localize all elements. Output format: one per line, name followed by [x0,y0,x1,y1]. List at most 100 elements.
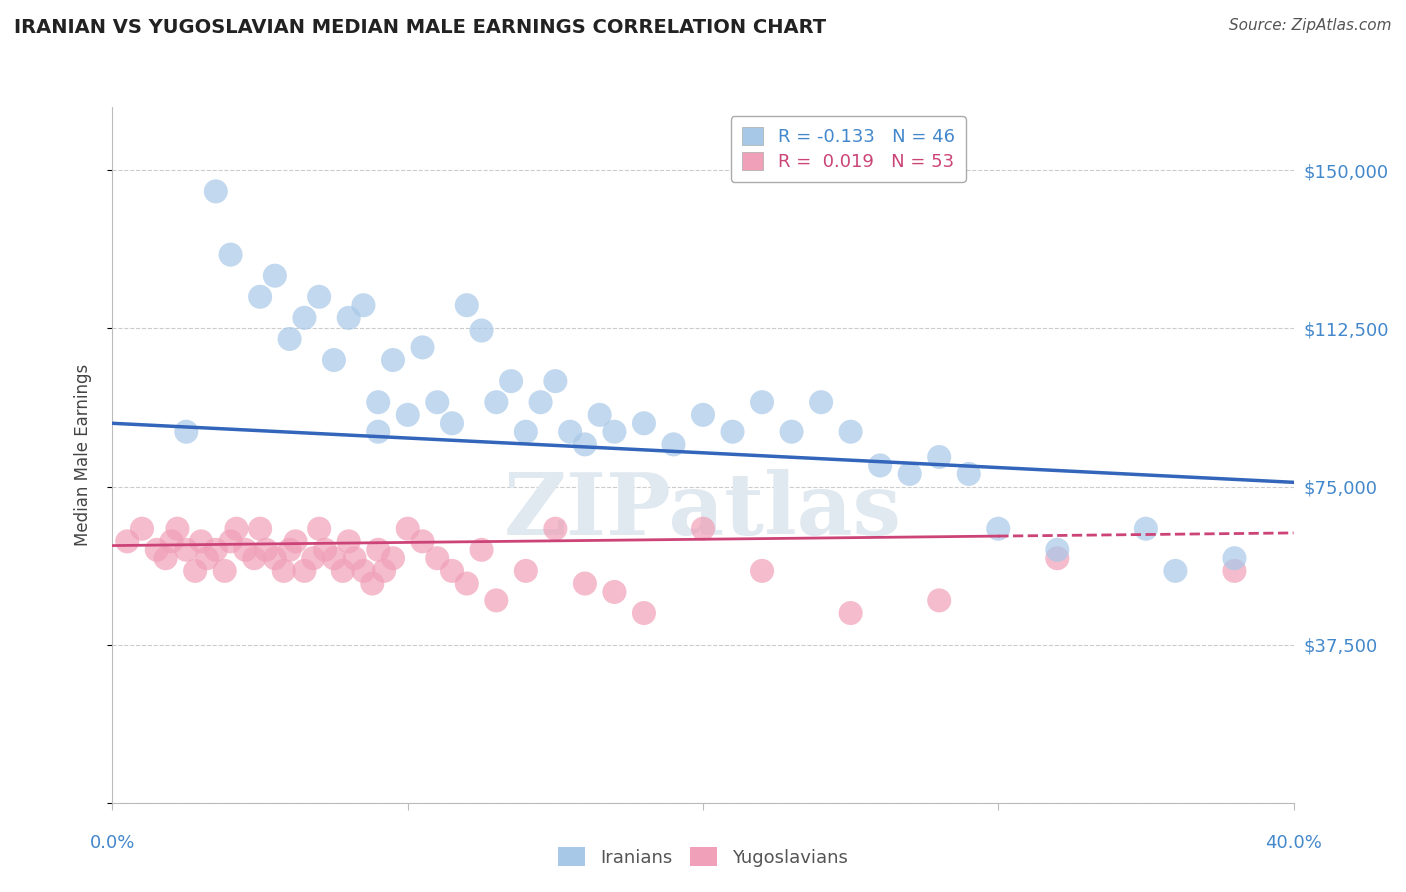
Point [603,585,626,599]
Point [314,542,336,557]
Point [1135,522,1157,536]
Text: Source: ZipAtlas.com: Source: ZipAtlas.com [1229,18,1392,33]
Point [233,542,256,557]
Point [810,395,832,409]
Legend: Iranians, Yugoslavians: Iranians, Yugoslavians [551,840,855,874]
Point [633,606,655,620]
Point [308,522,330,536]
Point [692,408,714,422]
Point [1223,564,1246,578]
Point [264,551,287,566]
Point [367,542,389,557]
Point [382,353,405,368]
Point [396,408,419,422]
Legend: R = -0.133   N = 46, R =  0.019   N = 53: R = -0.133 N = 46, R = 0.019 N = 53 [731,116,966,182]
Point [987,522,1010,536]
Point [839,606,862,620]
Text: ZIPatlas: ZIPatlas [503,468,903,552]
Point [470,324,494,338]
Point [574,576,596,591]
Point [302,551,325,566]
Point [411,340,433,354]
Point [131,522,153,536]
Point [190,534,212,549]
Point [166,522,188,536]
Point [352,564,374,578]
Point [195,551,218,566]
Point [292,564,315,578]
Text: 40.0%: 40.0% [1265,834,1322,852]
Point [957,467,980,481]
Point [928,593,950,607]
Point [367,395,389,409]
Point [337,534,360,549]
Point [382,551,405,566]
Point [308,290,330,304]
Point [243,551,266,566]
Point [485,593,508,607]
Point [515,425,537,439]
Point [205,542,228,557]
Point [337,310,360,325]
Point [441,417,464,431]
Point [515,564,537,578]
Point [273,564,295,578]
Point [544,522,567,536]
Point [292,310,315,325]
Point [441,564,464,578]
Point [839,425,862,439]
Point [1164,564,1187,578]
Point [456,298,478,312]
Point [225,522,247,536]
Point [544,374,567,388]
Point [278,332,301,346]
Point [174,425,197,439]
Point [692,522,714,536]
Point [249,522,271,536]
Point [574,437,596,451]
Point [278,542,301,557]
Point [264,268,287,283]
Point [160,534,183,549]
Point [426,395,449,409]
Point [205,185,228,199]
Point [426,551,449,566]
Point [662,437,685,451]
Text: IRANIAN VS YUGOSLAVIAN MEDIAN MALE EARNINGS CORRELATION CHART: IRANIAN VS YUGOSLAVIAN MEDIAN MALE EARNI… [14,18,827,37]
Point [1046,551,1069,566]
Point [751,564,773,578]
Point [249,290,271,304]
Point [284,534,307,549]
Point [470,542,494,557]
Point [558,425,582,439]
Point [411,534,433,549]
Point [361,576,384,591]
Point [117,534,138,549]
Point [373,564,395,578]
Point [1046,542,1069,557]
Point [928,450,950,464]
Y-axis label: Median Male Earnings: Median Male Earnings [73,364,91,546]
Point [219,247,242,261]
Point [603,425,626,439]
Point [396,522,419,536]
Point [869,458,891,473]
Point [485,395,508,409]
Point [323,551,346,566]
Point [214,564,236,578]
Point [352,298,374,312]
Point [332,564,354,578]
Point [367,425,389,439]
Text: 0.0%: 0.0% [90,834,135,852]
Point [155,551,177,566]
Point [323,353,346,368]
Point [184,564,207,578]
Point [501,374,523,388]
Point [456,576,478,591]
Point [751,395,773,409]
Point [898,467,921,481]
Point [721,425,744,439]
Point [780,425,803,439]
Point [588,408,610,422]
Point [633,417,655,431]
